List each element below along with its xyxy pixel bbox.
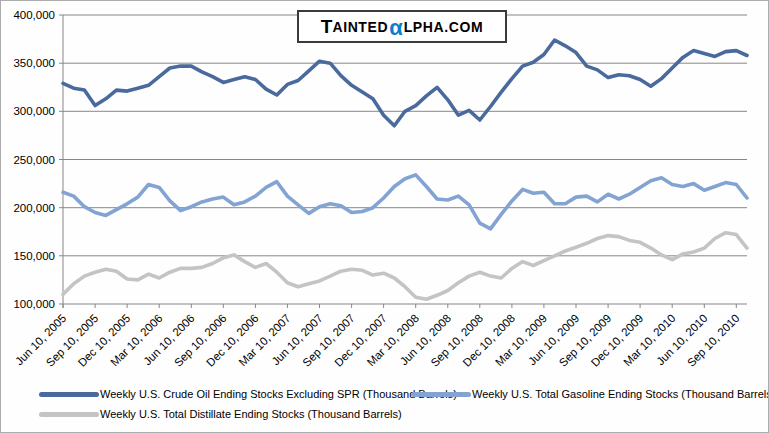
- alpha-icon: α: [389, 17, 403, 39]
- legend-label: Weekly U.S. Total Distillate Ending Stoc…: [100, 408, 402, 420]
- x-axis-ticks-and-labels: Jun 10, 2005Sep 10, 2005Dec 10, 2005Mar …: [13, 304, 742, 369]
- svg-text:300,000: 300,000: [13, 105, 55, 117]
- logo-text: LPHA.COM: [404, 20, 483, 34]
- series-line-0: [63, 40, 747, 126]
- svg-text:200,000: 200,000: [13, 202, 55, 214]
- svg-text:150,000: 150,000: [13, 250, 55, 262]
- chart-legend: Weekly U.S. Crude Oil Ending Stocks Excl…: [1, 378, 768, 432]
- legend-item-1: Weekly U.S. Total Gasoline Ending Stocks…: [411, 386, 769, 402]
- legend-line-marker: [39, 412, 99, 417]
- legend-label: Weekly U.S. Crude Oil Ending Stocks Excl…: [100, 388, 457, 400]
- series-line-2: [63, 233, 747, 300]
- stocks-chart-figure: 100,000 150,000 200,000 250,000 300,000 350,0…: [0, 0, 769, 433]
- legend-item-2: Weekly U.S. Total Distillate Ending Stoc…: [39, 406, 402, 422]
- legend-label: Weekly U.S. Total Gasoline Ending Stocks…: [472, 388, 769, 400]
- legend-line-marker: [39, 392, 99, 397]
- legend-item-0: Weekly U.S. Crude Oil Ending Stocks Excl…: [39, 386, 457, 402]
- gridlines-and-y-axis-labels: 100,000 150,000 200,000 250,000 300,000 350,0…: [13, 9, 747, 310]
- series-line-1: [63, 175, 747, 229]
- svg-text:350,000: 350,000: [13, 57, 55, 69]
- legend-line-marker: [411, 392, 471, 397]
- logo-text: AINTED: [332, 20, 388, 34]
- taintedalpha-logo: T AINTED α LPHA.COM: [297, 10, 507, 43]
- logo-text: T: [321, 17, 333, 36]
- stocks-line-chart: 100,000 150,000 200,000 250,000 300,000 350,0…: [1, 1, 769, 378]
- svg-text:250,000: 250,000: [13, 154, 55, 166]
- svg-text:400,000: 400,000: [13, 9, 55, 21]
- svg-text:100,000: 100,000: [13, 298, 55, 310]
